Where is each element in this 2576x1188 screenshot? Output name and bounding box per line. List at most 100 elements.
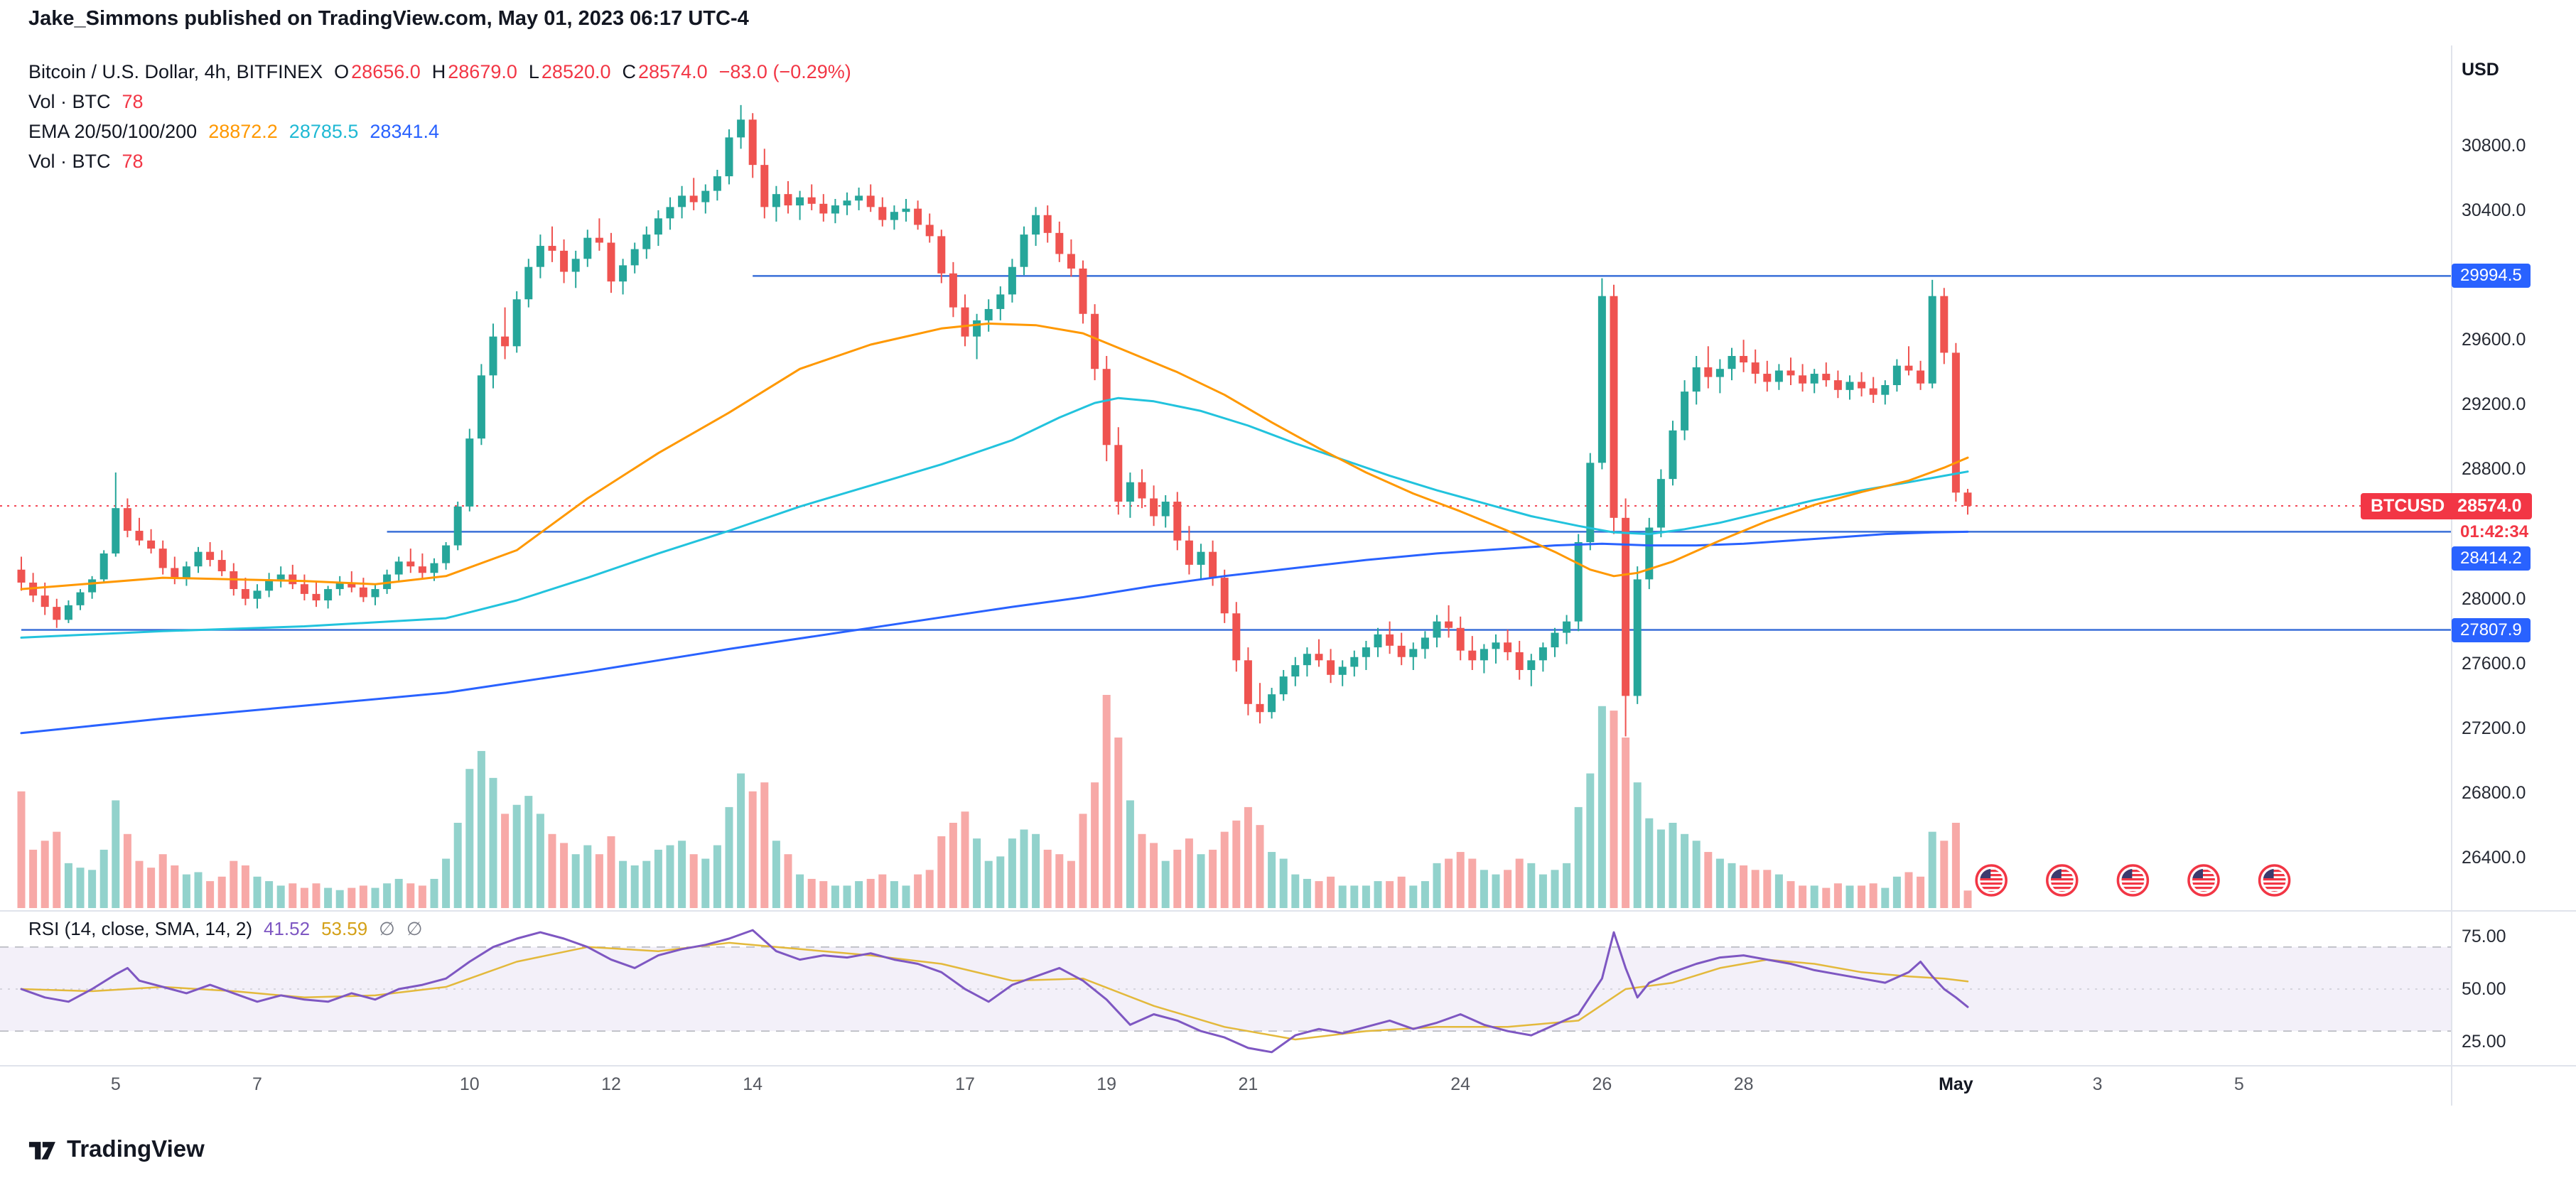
- ema100-value: 28785.5: [289, 121, 359, 142]
- candle: [442, 545, 451, 563]
- candle: [937, 236, 946, 274]
- candle: [135, 531, 144, 541]
- candle: [1008, 266, 1016, 295]
- volume-bar: [99, 849, 108, 908]
- time-axis[interactable]: 5 7 10 12 14 17 19 21 24 26 28 May 3 5: [0, 1066, 2452, 1106]
- volume-bar: [1610, 711, 1618, 908]
- volume-bar: [1362, 885, 1370, 908]
- candle: [1138, 482, 1146, 499]
- tradingview-logo[interactable]: [26, 1133, 58, 1165]
- candle: [1858, 382, 1866, 389]
- volume-bar: [796, 874, 804, 908]
- candle: [1586, 463, 1595, 542]
- candle: [914, 208, 922, 225]
- candle: [394, 561, 403, 575]
- volume-bar: [206, 881, 215, 908]
- volume-bar: [1869, 883, 1877, 908]
- candle: [1597, 296, 1606, 463]
- price-level-badge: 28414.2: [2452, 546, 2531, 571]
- us-flag-marker-icon[interactable]: [2046, 864, 2079, 897]
- volume-bar: [1810, 885, 1818, 908]
- candle: [1362, 647, 1370, 657]
- candle: [112, 508, 120, 554]
- high-value: H 28679.0: [431, 61, 517, 82]
- volume-bar: [760, 782, 769, 908]
- candle: [1338, 666, 1347, 675]
- last-price-badge: BTCUSD 28574.0: [2361, 492, 2532, 519]
- candle: [1904, 365, 1913, 371]
- candle: [1256, 703, 1264, 713]
- candle: [524, 266, 533, 300]
- volume-bar: [1291, 874, 1300, 908]
- volume-bar: [855, 881, 863, 908]
- candle: [1409, 649, 1418, 657]
- volume-bar: [902, 885, 910, 908]
- volume-bar: [64, 863, 72, 908]
- candle: [1102, 369, 1111, 446]
- candle: [276, 574, 285, 580]
- candle: [1869, 388, 1877, 395]
- volume-bar: [265, 881, 274, 908]
- volume-bar: [1586, 773, 1595, 908]
- candle: [784, 194, 792, 206]
- volume2-value: 78: [122, 151, 144, 172]
- candle: [1963, 492, 1972, 506]
- volume-bar: [890, 881, 898, 908]
- volume-bar: [678, 841, 686, 908]
- candle: [53, 607, 61, 620]
- candle: [1185, 540, 1193, 565]
- candle: [1421, 637, 1429, 649]
- volume-bar: [1102, 695, 1111, 908]
- volume-bar: [406, 883, 415, 908]
- volume-bar: [748, 791, 757, 908]
- us-flag-marker-icon[interactable]: [2187, 864, 2220, 897]
- candle: [973, 320, 981, 337]
- candle: [347, 582, 356, 588]
- volume-bar: [17, 791, 26, 908]
- volume-bar: [1032, 833, 1040, 908]
- rsi-empty-slot-1: ∅: [379, 918, 395, 939]
- candle: [335, 582, 344, 590]
- candle: [642, 234, 651, 249]
- volume-bar: [112, 800, 120, 908]
- candle: [1232, 613, 1241, 661]
- candle: [996, 294, 1005, 309]
- volume-bar: [418, 885, 426, 908]
- volume-bar: [1350, 885, 1359, 908]
- volume-bar: [1787, 881, 1795, 908]
- candle: [253, 590, 262, 599]
- volume-bar: [1892, 876, 1901, 908]
- volume-bar: [1232, 820, 1241, 908]
- volume-bar: [1079, 814, 1087, 908]
- volume-bar: [41, 841, 49, 908]
- candle: [465, 438, 474, 507]
- volume-bar: [713, 845, 721, 908]
- volume-bar: [1904, 872, 1913, 908]
- us-flag-marker-icon[interactable]: [1975, 864, 2008, 897]
- volume-bar: [784, 854, 792, 908]
- candle: [1303, 654, 1311, 666]
- volume-bar: [642, 860, 651, 908]
- price-tick-label: 26400.0: [2462, 848, 2526, 868]
- volume-bar: [1480, 870, 1488, 908]
- volume-bar: [1055, 854, 1064, 908]
- price-level-badge: 27807.9: [2452, 617, 2531, 642]
- price-axis[interactable]: USD 30800.0 30400.0 29600.0 29200.0 28800.0 2…: [2452, 0, 2576, 1108]
- volume-bar: [1881, 887, 1890, 908]
- volume-bar: [1185, 838, 1193, 908]
- volume-bar: [1656, 829, 1665, 908]
- volume-bar: [1421, 881, 1429, 908]
- ema-label: EMA 20/50/100/200: [28, 121, 198, 142]
- us-flag-marker-icon[interactable]: [2258, 864, 2291, 897]
- volume-bar: [1645, 818, 1654, 908]
- us-flag-marker-icon[interactable]: [2116, 864, 2150, 897]
- candle: [512, 299, 521, 347]
- price-tick-label: 30800.0: [2462, 135, 2526, 156]
- volume-bar: [607, 836, 615, 908]
- ema200-line: [20, 530, 1969, 735]
- volume-bar: [571, 854, 580, 908]
- volume-bar: [560, 843, 568, 908]
- volume-bar: [1845, 885, 1854, 908]
- volume-bar: [453, 823, 462, 908]
